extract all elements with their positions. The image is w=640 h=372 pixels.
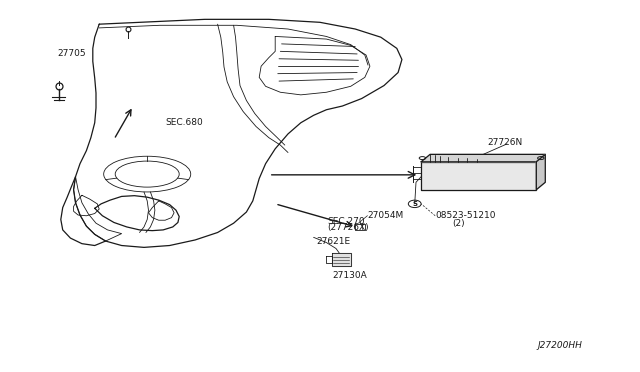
Text: SEC.680: SEC.680 [165,118,203,127]
Text: (2): (2) [452,219,465,228]
Polygon shape [332,253,351,266]
Text: 27705: 27705 [58,49,86,58]
Text: 27130A: 27130A [333,271,367,280]
Text: J27200HH: J27200HH [538,341,582,350]
Text: 27621E: 27621E [316,237,350,246]
Text: S: S [412,201,417,207]
Polygon shape [536,154,545,190]
Polygon shape [421,154,545,162]
Text: 08523-51210: 08523-51210 [435,211,496,220]
Polygon shape [421,162,536,190]
Text: 27054M: 27054M [367,211,404,220]
Text: 27726N: 27726N [488,138,523,147]
Text: (27726X): (27726X) [328,223,369,232]
Text: SEC.270: SEC.270 [328,217,365,226]
